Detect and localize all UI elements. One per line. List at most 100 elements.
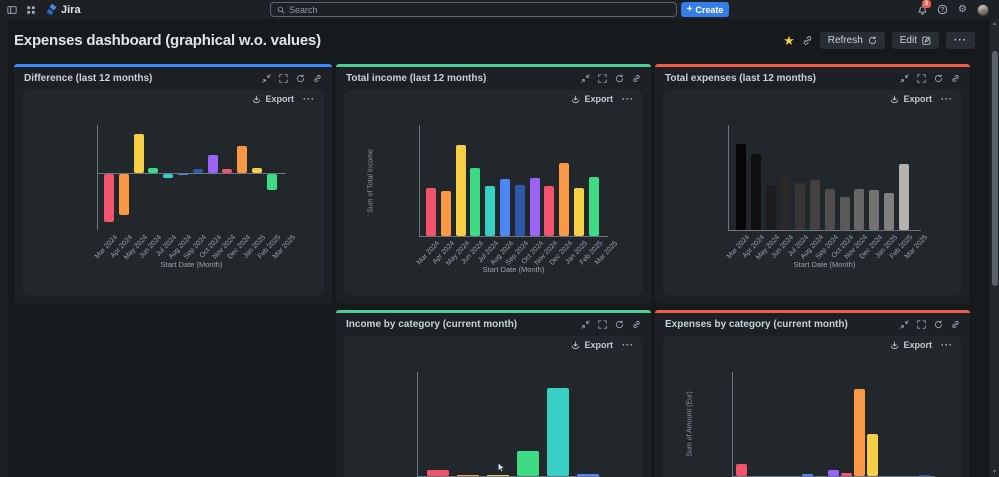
- notification-badge: 3: [922, 0, 931, 8]
- page-title: Expenses dashboard (graphical w.o. value…: [14, 31, 321, 49]
- bar-May 2024: [133, 134, 144, 173]
- sidebar-toggle-icon[interactable]: [7, 5, 17, 15]
- download-icon: [252, 95, 261, 104]
- vertical-scrollbar[interactable]: ▲ ▼: [990, 19, 999, 477]
- bar-Aug 2024: [500, 179, 510, 236]
- bar-Sep 2024: [192, 169, 203, 173]
- bar-Nov 2024: [854, 189, 865, 230]
- mouse-cursor: [497, 461, 507, 474]
- bar-Jun 2024: [780, 176, 791, 230]
- bar-Mar 2024: [104, 174, 114, 222]
- gadget-accent-bar: [336, 310, 651, 313]
- dashboard-header: Expenses dashboard (graphical w.o. value…: [14, 19, 975, 61]
- link-icon[interactable]: [632, 74, 641, 83]
- refresh-icon[interactable]: [934, 74, 943, 83]
- export-button[interactable]: Export: [571, 340, 613, 350]
- link-icon[interactable]: [313, 74, 322, 83]
- plus-icon: +: [686, 3, 693, 15]
- gadget-title: Expenses by category (current month): [665, 319, 848, 330]
- search-bar[interactable]: [270, 2, 677, 17]
- scrollbar-down-arrow[interactable]: ▼: [992, 469, 997, 475]
- gadget-accent-bar: [655, 64, 970, 67]
- expand-icon[interactable]: [598, 74, 607, 83]
- bar-cat-10: [867, 434, 878, 476]
- gadget-more-button[interactable]: ···: [941, 340, 953, 350]
- gadget-more-button[interactable]: ···: [303, 94, 315, 104]
- gadget-accent-bar: [14, 64, 332, 67]
- bar-cat-1: [457, 475, 479, 476]
- y-axis-line: [419, 125, 420, 236]
- bar-Mar 2024: [426, 188, 436, 236]
- expand-icon[interactable]: [279, 74, 288, 83]
- refresh-icon[interactable]: [615, 320, 624, 329]
- jira-home-link[interactable]: Jira: [45, 3, 81, 16]
- bar-Jan 2025: [884, 193, 894, 230]
- x-axis-line: [97, 173, 286, 174]
- app-switcher-icon[interactable]: [26, 5, 36, 15]
- y-axis-line: [97, 125, 98, 230]
- y-axis-line: [732, 372, 733, 476]
- y-axis-title: Sum of Amount (Eur): [686, 391, 694, 457]
- bar-Feb 2025: [266, 174, 277, 190]
- refresh-button[interactable]: Refresh: [819, 31, 885, 49]
- gadget-title: Difference (last 12 months): [24, 73, 153, 84]
- settings-gear-icon[interactable]: ⚙: [958, 4, 967, 15]
- bar-Feb 2025: [898, 164, 909, 230]
- export-button[interactable]: Export: [890, 340, 932, 350]
- expand-icon[interactable]: [917, 74, 926, 83]
- gadget-controls: [262, 74, 322, 83]
- x-axis-title: Start Date (Month): [793, 260, 856, 269]
- more-actions-button[interactable]: ···: [946, 31, 975, 49]
- scrollbar-thumb[interactable]: [991, 51, 998, 286]
- bar-May 2024: [765, 185, 776, 230]
- export-button[interactable]: Export: [571, 94, 613, 104]
- search-input[interactable]: [289, 4, 670, 15]
- collapse-icon[interactable]: [581, 320, 590, 329]
- collapse-icon[interactable]: [262, 74, 271, 83]
- refresh-icon[interactable]: [296, 74, 305, 83]
- refresh-icon[interactable]: [934, 320, 943, 329]
- bar-Oct 2024: [207, 155, 218, 173]
- bar-cat-0: [736, 464, 747, 476]
- bar-Mar 2024: [736, 144, 746, 230]
- gadget-accent-bar: [655, 310, 970, 313]
- collapse-icon[interactable]: [581, 74, 590, 83]
- export-button[interactable]: Export: [890, 94, 932, 104]
- notifications-button[interactable]: 3: [917, 0, 931, 15]
- expand-icon[interactable]: [917, 320, 926, 329]
- favorite-star-icon[interactable]: ★: [783, 32, 795, 48]
- bar-Dec 2024: [559, 163, 570, 236]
- x-axis-title: Start Date (Month): [160, 260, 223, 269]
- collapse-icon[interactable]: [900, 74, 909, 83]
- link-icon[interactable]: [632, 320, 641, 329]
- bar-Dec 2024: [869, 190, 880, 230]
- refresh-icon[interactable]: [615, 74, 624, 83]
- copy-link-icon[interactable]: [802, 35, 813, 46]
- bar-Feb 2025: [588, 177, 599, 236]
- bar-Jan 2025: [252, 168, 262, 173]
- link-icon[interactable]: [951, 320, 960, 329]
- bar-Dec 2024: [237, 146, 248, 173]
- help-button[interactable]: ?: [937, 4, 948, 15]
- link-icon[interactable]: [951, 74, 960, 83]
- gadget-body: Export ··· Sum of Amount (Eur): [663, 336, 962, 477]
- bar-Jun 2024: [470, 168, 481, 236]
- gadget-more-button[interactable]: ···: [622, 340, 634, 350]
- edit-button[interactable]: Edit: [891, 31, 939, 49]
- gadget-more-button[interactable]: ···: [622, 94, 634, 104]
- gadget-controls: [900, 320, 960, 329]
- export-button[interactable]: Export: [252, 94, 294, 104]
- create-button[interactable]: + Create: [681, 2, 729, 17]
- scrollbar-up-arrow[interactable]: ▲: [992, 21, 997, 27]
- bar-Sep 2024: [824, 189, 835, 230]
- bar-cat-2: [487, 475, 509, 476]
- svg-text:?: ?: [941, 8, 945, 14]
- gadget-title: Total expenses (last 12 months): [665, 73, 816, 84]
- download-icon: [571, 95, 580, 104]
- gadget-more-button[interactable]: ···: [941, 94, 953, 104]
- expand-icon[interactable]: [598, 320, 607, 329]
- total-expenses-bar-chart: Mar 2024 Apr 2024 May 2024 Jun 2024 Jul 2024…: [663, 90, 962, 295]
- collapse-icon[interactable]: [900, 320, 909, 329]
- user-avatar[interactable]: [977, 3, 989, 16]
- gadget-accent-bar: [336, 64, 651, 67]
